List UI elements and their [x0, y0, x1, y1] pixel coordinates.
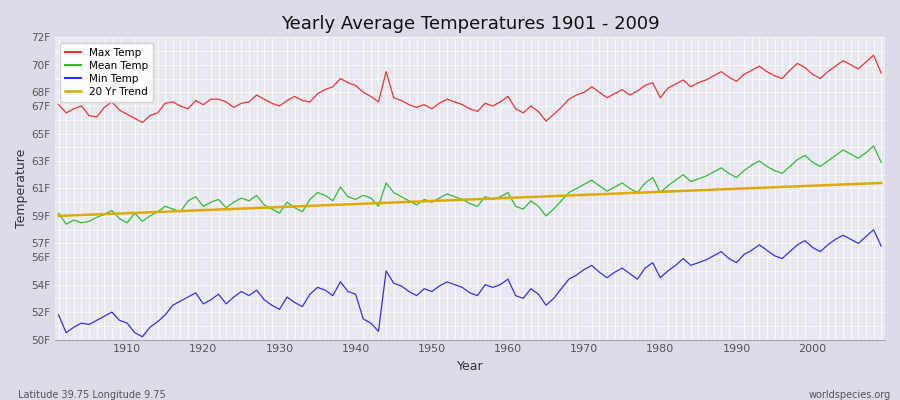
Legend: Max Temp, Mean Temp, Min Temp, 20 Yr Trend: Max Temp, Mean Temp, Min Temp, 20 Yr Tre…	[60, 42, 154, 102]
X-axis label: Year: Year	[456, 360, 483, 373]
Title: Yearly Average Temperatures 1901 - 2009: Yearly Average Temperatures 1901 - 2009	[281, 15, 659, 33]
Text: worldspecies.org: worldspecies.org	[809, 390, 891, 400]
Y-axis label: Temperature: Temperature	[15, 149, 28, 228]
Text: Latitude 39.75 Longitude 9.75: Latitude 39.75 Longitude 9.75	[18, 390, 166, 400]
